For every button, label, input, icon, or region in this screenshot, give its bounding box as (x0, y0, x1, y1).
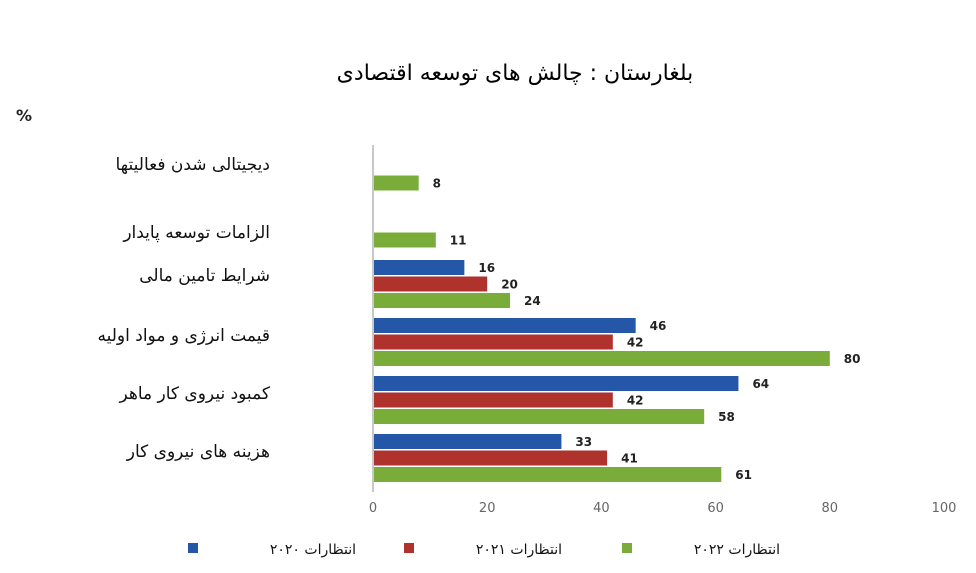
bar-3 (374, 175, 419, 191)
bar-3 (374, 409, 705, 424)
data-label: 58 (718, 410, 735, 424)
legend-swatch (188, 543, 198, 553)
bar-3 (374, 293, 511, 308)
data-label: 16 (478, 261, 495, 275)
category-label: کمبود نیروی کار ماهر (119, 384, 271, 404)
bar-2 (374, 392, 613, 408)
legend-label: انتظارات ۲۰۲۰ (270, 542, 356, 558)
bar-1 (374, 434, 562, 449)
x-tick-label: 0 (369, 501, 377, 516)
data-label: 42 (627, 394, 644, 408)
category-labels-group: دیجیتالی شدن فعالیتها الزامات توسعه پایدا… (98, 155, 271, 462)
x-tick-label: 60 (707, 501, 724, 516)
bar-3 (374, 467, 722, 482)
chart-title: بلغارستان : چالش های توسعه اقتصادی (337, 61, 694, 86)
data-label: 8 (433, 177, 441, 191)
legend-label: انتظارات ۲۰۲۲ (694, 542, 780, 558)
data-label: 24 (524, 294, 541, 308)
x-tick-label: 40 (593, 501, 610, 516)
data-label: 42 (627, 336, 644, 350)
bar-1 (374, 376, 739, 391)
data-label: 41 (621, 452, 638, 466)
data-label: 80 (844, 352, 861, 366)
category-label: الزامات توسعه پایدار (122, 223, 270, 243)
data-label: 11 (450, 234, 467, 248)
bar-3 (374, 232, 436, 248)
bar-1 (374, 260, 465, 275)
bar-3 (374, 351, 830, 366)
bar-2 (374, 334, 613, 350)
legend-label: انتظارات ۲۰۲۱ (476, 542, 562, 558)
category-label: دیجیتالی شدن فعالیتها (116, 155, 271, 175)
category-label: قیمت انرژی و مواد اولیه (98, 326, 271, 346)
data-label: 64 (752, 377, 769, 391)
bar-2 (374, 276, 488, 292)
category-label: شرایط تامین مالی (139, 266, 270, 286)
legend-swatch (404, 543, 414, 553)
bar-2 (374, 450, 608, 466)
data-label: 46 (650, 319, 667, 333)
x-tick-label: 20 (479, 501, 496, 516)
data-label: 20 (501, 278, 518, 292)
legend: انتظارات ۲۰۲۰ انتظارات ۲۰۲۱ انتظارات ۲۰۲۲ (188, 542, 780, 558)
bar-1 (374, 318, 636, 333)
bars-group: 8 11 16 20 24 46 42 80 64 42 58 33 41 61 (374, 175, 861, 482)
x-tick-label: 80 (822, 501, 839, 516)
data-label: 33 (575, 435, 592, 449)
legend-swatch (622, 543, 632, 553)
data-label: 61 (735, 468, 752, 482)
x-tick-label: 100 (932, 501, 957, 516)
unit-label: % (16, 106, 32, 125)
category-label: هزینه های نیروی کار (126, 442, 270, 462)
x-tick-labels-group: 0 20 40 60 80 100 (369, 501, 957, 516)
